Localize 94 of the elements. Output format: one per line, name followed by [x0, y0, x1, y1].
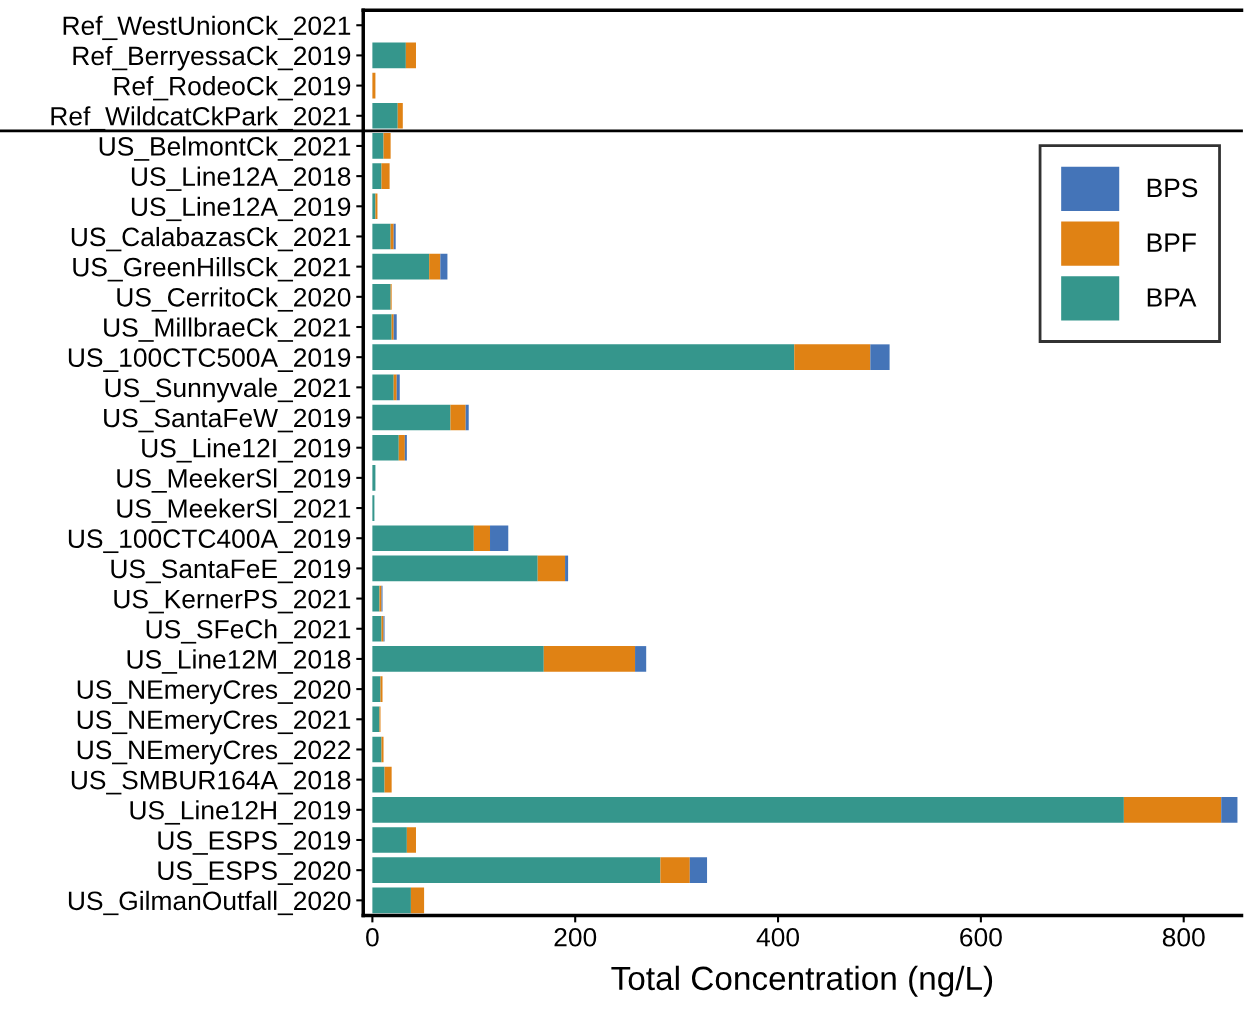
bar [372, 525, 474, 552]
bar [372, 72, 376, 99]
bar [372, 555, 538, 582]
bar [372, 314, 392, 340]
bar [380, 676, 383, 702]
y-tick-label: US_GreenHillsCk_2021 [73, 257, 351, 282]
bar [372, 284, 391, 310]
y-tick-label: Ref_WestUnionCk_2021 [63, 15, 351, 41]
x-axis-title: Total Concentration (ng/L) [611, 965, 993, 997]
bar [543, 646, 636, 672]
bar [794, 344, 871, 370]
y-tick-label: US_Line12A_2019 [131, 196, 351, 222]
bar [429, 253, 441, 280]
x-tick-label: 600 [960, 927, 1002, 947]
legend-label: BPS [1147, 178, 1198, 198]
y-tick-label: US_Line12H_2019 [130, 800, 351, 825]
bar [404, 434, 407, 461]
bar [490, 525, 509, 552]
bar [372, 706, 380, 733]
y-tick-label: Ref_WildcatCkPark_2021 [51, 106, 351, 131]
bar [537, 555, 566, 582]
bar [383, 133, 391, 159]
bar [372, 827, 407, 853]
y-tick-label: US_ESPS_2019 [158, 831, 351, 855]
bar [372, 465, 376, 491]
y-tick-label: US_Line12A_2018 [131, 166, 351, 191]
y-tick-label: US_Line12M_2018 [127, 649, 351, 674]
bar [372, 102, 398, 129]
y-tick-label: US_KernerPS_2021 [114, 589, 351, 614]
y-tick-label: US_GilmanOutfall_2020 [68, 890, 351, 916]
bar [381, 163, 390, 189]
y-tick-label: US_SantaFeW_2019 [104, 408, 351, 433]
bar [372, 42, 406, 69]
bar [372, 163, 382, 189]
y-tick-label: US_Line12I_2019 [142, 438, 351, 463]
bar [660, 857, 690, 883]
x-tick-label: 200 [554, 927, 597, 947]
y-tick-label: US_SMBUR164A_2018 [71, 770, 351, 795]
bar [372, 796, 1124, 823]
bar [372, 585, 380, 612]
bar [1123, 796, 1222, 823]
bar [635, 646, 647, 672]
bar [565, 555, 569, 582]
y-tick-label: US_MeekerSl_2021 [117, 498, 351, 523]
y-tick-label: US_ESPS_2020 [158, 861, 351, 885]
bar [372, 374, 394, 401]
bar [406, 827, 416, 853]
y-tick-label: US_Sunnyvale_2021 [105, 377, 351, 403]
bar [372, 736, 382, 763]
y-tick-label: US_NEmeryCres_2020 [77, 680, 351, 705]
x-tick-label: 800 [1162, 927, 1205, 947]
y-tick-label: US_SFeCh_2021 [146, 619, 351, 644]
legend-label: BPA [1147, 288, 1197, 307]
bar [689, 857, 708, 883]
bar [410, 887, 425, 914]
bar [397, 102, 403, 129]
bar [465, 404, 469, 431]
x-tick-label: 0 [366, 927, 379, 947]
bar [1221, 796, 1238, 823]
y-tick-label: US_100CTC500A_2019 [68, 348, 351, 372]
bar [372, 887, 411, 914]
y-tick-label: US_NEmeryCres_2022 [77, 740, 351, 765]
legend-label: BPF [1147, 233, 1196, 252]
bar [372, 495, 375, 521]
bar [372, 676, 381, 702]
bar [384, 766, 392, 793]
y-tick-label: US_MeekerSl_2019 [117, 468, 351, 493]
x-tick-label: 400 [756, 927, 800, 947]
bar [372, 857, 661, 883]
bar [372, 133, 384, 159]
bar [372, 253, 430, 280]
bar [440, 253, 448, 280]
bar [372, 344, 795, 370]
y-tick-label: US_CalabazasCk_2021 [71, 226, 351, 252]
bar [372, 766, 385, 793]
y-tick-label: US_MillbraeCk_2021 [104, 317, 351, 342]
bar [450, 404, 466, 431]
bar [381, 736, 384, 763]
bar [372, 434, 399, 461]
y-tick-label: Ref_BerryessaCk_2019 [73, 45, 351, 71]
y-tick-label: US_SantaFeE_2019 [111, 559, 351, 584]
bar [398, 434, 405, 461]
bar [870, 344, 890, 370]
y-tick-label: US_CerritoCk_2020 [117, 287, 351, 312]
bar [405, 42, 416, 69]
bar [473, 525, 491, 552]
bar [372, 615, 382, 642]
y-tick-label: US_NEmeryCres_2021 [77, 710, 351, 735]
y-tick-label: Ref_RodeoCk_2019 [114, 76, 351, 101]
y-tick-label: US_100CTC400A_2019 [68, 529, 351, 554]
bar [372, 646, 544, 672]
bar [372, 223, 391, 250]
bar [372, 404, 451, 431]
y-tick-label: US_BelmontCk_2021 [99, 136, 351, 161]
